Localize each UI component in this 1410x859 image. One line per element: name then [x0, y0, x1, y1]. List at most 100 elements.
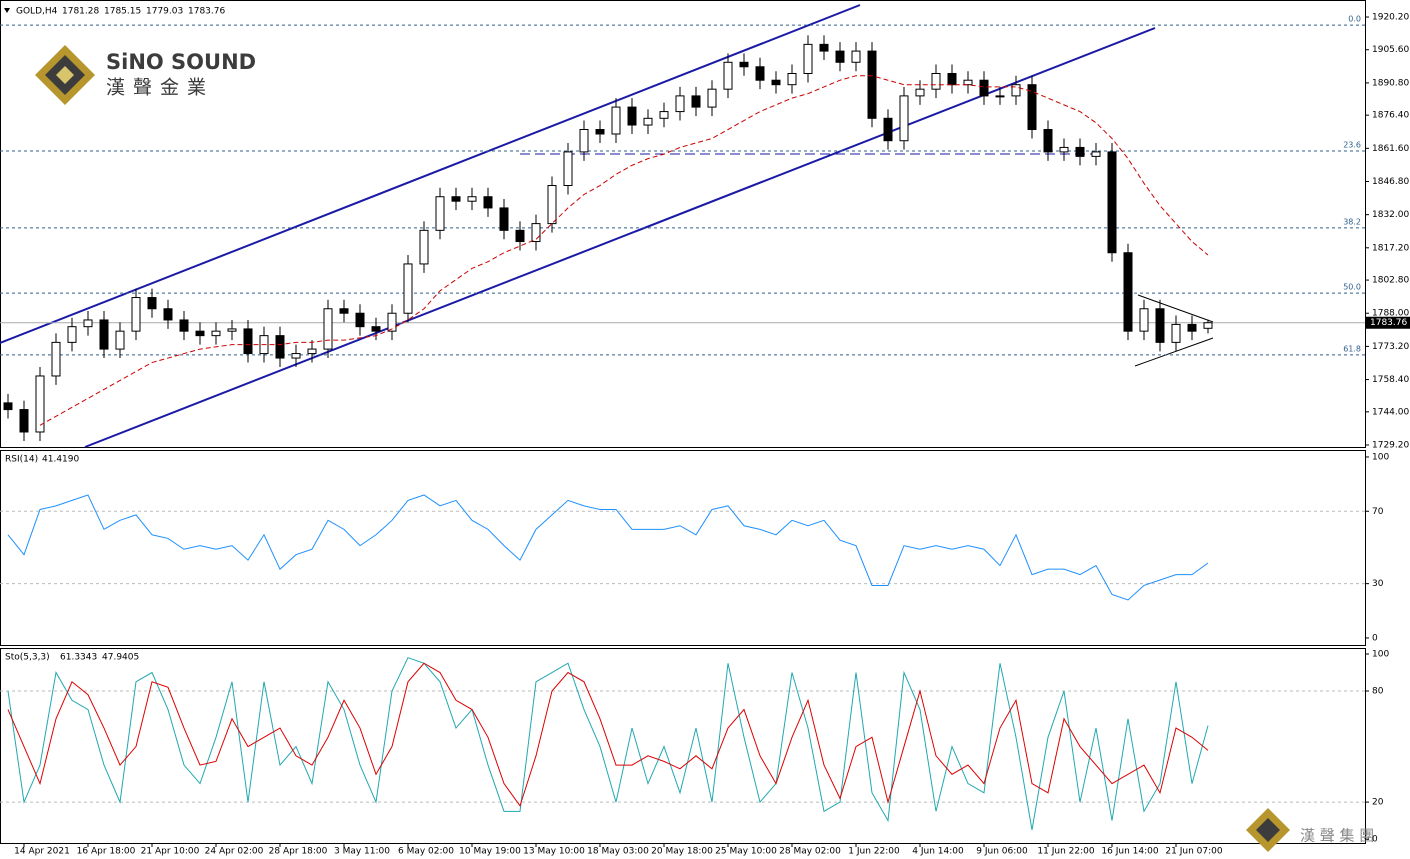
candle-body: [547, 185, 557, 225]
candle-body: [51, 341, 61, 377]
x-tick-label: 13 May 10:00: [523, 847, 585, 857]
candle-body: [115, 330, 125, 350]
candle-body: [131, 297, 141, 332]
fib-label: 61.8: [1343, 344, 1361, 353]
candle-body: [1011, 84, 1021, 97]
candle-body: [99, 319, 109, 350]
x-tick-label: 16 Jun 14:00: [1101, 847, 1158, 857]
candle-body: [835, 50, 845, 63]
candle-body: [227, 328, 237, 332]
candle-body: [739, 61, 749, 68]
watermark-mark: [1256, 818, 1280, 842]
y-tick-label: 30: [1372, 579, 1384, 589]
y-tick-label: 100: [1372, 649, 1389, 659]
candle-body: [771, 79, 781, 86]
y-tick-label: 70: [1372, 507, 1384, 517]
candle-body: [691, 95, 701, 108]
candle-body: [755, 66, 765, 81]
y-tick-label: 1729.20: [1372, 440, 1409, 450]
candle-body: [19, 409, 29, 433]
indicator-reading: 47.9405: [102, 653, 139, 663]
y-tick-label: 1788.00: [1372, 309, 1409, 319]
symbol: GOLD,H4: [16, 7, 58, 17]
candle-body: [211, 330, 221, 337]
indicator-reading: 41.4190: [42, 455, 79, 465]
candle-body: [291, 353, 301, 359]
candle-body: [403, 263, 413, 314]
candle-body: [35, 375, 45, 433]
candle-body: [803, 43, 813, 74]
y-tick-label: 1817.20: [1372, 243, 1409, 253]
candle-body: [707, 88, 717, 108]
indicator-reading: 61.3343: [60, 653, 97, 663]
y-tick-label: 1773.20: [1372, 342, 1409, 352]
x-tick-label: 10 May 19:00: [459, 847, 521, 857]
candle-body: [1171, 323, 1181, 343]
plot-layer: 1920.20 1905.60 1890.80 1876.40 1861.60 1846.…: [0, 7, 1410, 857]
candle-body: [67, 326, 77, 343]
candle-body: [435, 196, 445, 231]
candle-body: [387, 312, 397, 332]
y-tick-label: 0: [1372, 835, 1378, 845]
triangle-upper: [1137, 294, 1214, 323]
candle-body: [675, 95, 685, 113]
candle-body: [1123, 252, 1133, 332]
candle-body: [883, 117, 893, 142]
candle-body: [83, 319, 93, 328]
candle-body: [723, 61, 733, 90]
candle-body: [1203, 322, 1213, 329]
candle-body: [659, 111, 669, 119]
candle-body: [467, 196, 477, 202]
candle-body: [3, 402, 13, 411]
y-tick-label: 80: [1372, 687, 1384, 697]
ohlc-low: 1779.03: [146, 7, 183, 17]
trend-lines: [0, 4, 1214, 448]
indicator-name: Sto(5,3,3): [5, 653, 50, 663]
candle-body: [1187, 323, 1197, 332]
indicator-name: RSI(14): [5, 455, 38, 465]
x-tick-label: 16 Apr 18:00: [77, 847, 136, 857]
price-tag-label: 1783.76: [1370, 318, 1407, 328]
x-tick-label: 11 Jun 22:00: [1037, 847, 1094, 857]
candle-body: [179, 319, 189, 332]
y-tick-label: 100: [1372, 452, 1389, 462]
y-tick-label: 1876.40: [1372, 111, 1409, 121]
candle-body: [627, 106, 637, 126]
ohlc-high: 1785.15: [104, 7, 141, 17]
fib-label: 50.0: [1343, 283, 1361, 292]
candle-body: [339, 308, 349, 314]
candle-body: [611, 106, 621, 135]
candle-body: [563, 151, 573, 187]
y-tick-label: 1905.60: [1372, 45, 1409, 55]
candle-body: [1075, 146, 1085, 157]
candle-body: [499, 207, 509, 231]
x-tick-label: 3 May 11:00: [334, 847, 390, 857]
x-tick-label: 28 May 02:00: [779, 847, 841, 857]
y-tick-label: 1758.40: [1372, 375, 1409, 385]
candle-body: [595, 129, 605, 135]
candle-body: [355, 312, 365, 328]
price-tag: [1366, 316, 1410, 329]
candle-body: [163, 308, 173, 321]
x-tick-label: 18 May 03:00: [587, 847, 649, 857]
y-tick-label: 1802.80: [1372, 276, 1409, 286]
candle-body: [275, 335, 285, 359]
candle-body: [819, 43, 829, 52]
candle-body: [979, 79, 989, 97]
price-panel: [0, 0, 1366, 448]
candle-body: [195, 330, 205, 337]
candle-body: [867, 50, 877, 119]
candle-body: [1059, 146, 1069, 153]
x-tick-label: 21 Jun 07:00: [1165, 847, 1222, 857]
candle-body: [787, 72, 797, 86]
candle-body: [371, 326, 381, 332]
logo-chinese: 漢聲金業: [106, 77, 214, 99]
y-tick-label: 20: [1372, 798, 1384, 808]
x-tick-label: 24 Apr 02:00: [205, 847, 264, 857]
fib-label: 0.0: [1348, 15, 1361, 24]
x-tick-label: 1 Jun 22:00: [848, 847, 900, 857]
fib-label: 23.6: [1343, 141, 1361, 150]
candle-body: [1091, 151, 1101, 157]
y-tick-label: 1861.60: [1372, 144, 1409, 154]
x-tick-label: 21 Apr 10:00: [141, 847, 200, 857]
